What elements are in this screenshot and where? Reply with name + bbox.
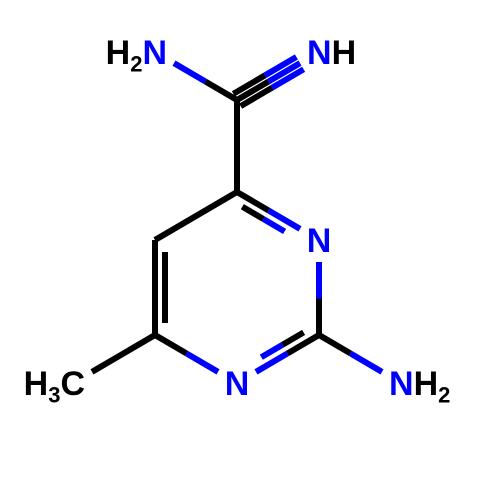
atom-label-nh2_right: NH2	[389, 365, 450, 407]
atom-label-ring_n_right: N	[307, 222, 332, 260]
atom-label-nh2_topleft: H2N	[106, 34, 167, 76]
molecule-diagram: NH H2N N N NH2 H3C	[0, 0, 500, 500]
atom-label-ring_n_bottom: N	[225, 365, 250, 403]
atom-label-nh_top: NH	[307, 34, 356, 72]
atom-label-ch3_left: H3C	[24, 365, 85, 407]
